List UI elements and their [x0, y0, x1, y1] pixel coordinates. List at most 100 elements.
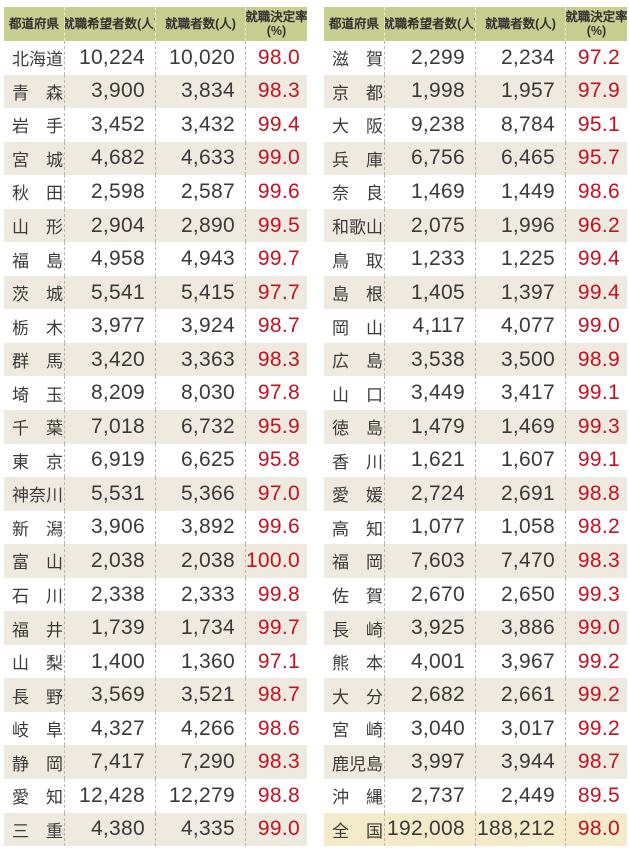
- prefecture-cell: 神奈川: [12, 486, 63, 506]
- employed-cell: 1,225: [475, 242, 565, 276]
- applicants-cell: 1,405: [384, 275, 475, 310]
- prefecture-cell: 和歌山: [332, 218, 383, 237]
- rate-cell: 99.4: [245, 108, 307, 142]
- prefecture-cell: 福 島: [12, 251, 63, 271]
- employed-cell: 12,279: [155, 779, 245, 813]
- employed-cell: 1,996: [475, 208, 565, 243]
- prefecture-cell: 徳 島: [332, 419, 383, 439]
- table-row: 栃 木 3,977 3,924 98.7: [4, 309, 307, 343]
- rate-cell: 95.9: [245, 410, 307, 444]
- table-row: 和歌山 2,075 1,996 96.2: [324, 208, 627, 243]
- employed-cell: 10,020: [155, 41, 245, 75]
- employed-cell: 4,335: [155, 812, 245, 847]
- prefecture-cell: 熊 本: [332, 654, 383, 674]
- table-row: 京 都 1,998 1,957 97.9: [324, 74, 627, 109]
- table-row: 新 潟 3,906 3,892 99.6: [4, 510, 307, 545]
- applicants-cell: 1,621: [384, 443, 475, 478]
- prefecture-cell: 山 梨: [12, 654, 63, 674]
- header-rate-line1: 就職決定率: [245, 9, 307, 24]
- employed-cell: 3,886: [475, 611, 565, 645]
- table-row: 福 井 1,739 1,734 99.7: [4, 611, 307, 645]
- header-applicants: 就職希望者数(人): [384, 7, 475, 41]
- employed-cell: 3,967: [475, 644, 565, 679]
- table-row: 石 川 2,338 2,333 99.8: [4, 577, 307, 612]
- rate-cell: 99.8: [245, 577, 307, 612]
- table-row: 茨 城 5,541 5,415 97.7: [4, 275, 307, 310]
- header-prefecture: 都道府県: [328, 16, 379, 31]
- employed-cell: 1,360: [155, 644, 245, 679]
- prefecture-cell: 全 国: [332, 821, 383, 841]
- prefecture-cell: 岡 山: [332, 318, 383, 338]
- prefecture-cell: 秋 田: [12, 184, 63, 204]
- applicants-cell: 12,428: [64, 779, 155, 813]
- employed-cell: 2,234: [475, 41, 565, 75]
- table-row: 埼 玉 8,209 8,030 97.8: [4, 376, 307, 411]
- applicants-cell: 2,075: [384, 208, 475, 243]
- employed-cell: 2,038: [155, 544, 245, 578]
- applicants-cell: 10,224: [64, 41, 155, 75]
- table-row: 長 崎 3,925 3,886 99.0: [324, 611, 627, 645]
- prefecture-cell: 北海道: [12, 50, 63, 70]
- table-row: 山 梨 1,400 1,360 97.1: [4, 644, 307, 679]
- employed-cell: 3,500: [475, 342, 565, 377]
- prefecture-cell: 宮 崎: [332, 721, 383, 741]
- applicants-cell: 1,077: [384, 510, 475, 545]
- table-row: 鳥 取 1,233 1,225 99.4: [324, 242, 627, 276]
- prefecture-cell: 沖 縄: [332, 788, 383, 808]
- employed-cell: 7,470: [475, 544, 565, 578]
- table-row: 福 島 4,958 4,943 99.7: [4, 242, 307, 276]
- applicants-cell: 4,682: [64, 141, 155, 176]
- prefecture-cell: 鹿児島: [332, 754, 383, 774]
- prefecture-cell: 栃 木: [12, 318, 63, 338]
- employed-cell: 7,290: [155, 745, 245, 780]
- employed-cell: 1,957: [475, 74, 565, 109]
- rate-cell: 99.1: [565, 443, 627, 478]
- rate-cell: 98.3: [245, 745, 307, 780]
- employed-cell: 4,943: [155, 242, 245, 276]
- applicants-cell: 2,598: [64, 175, 155, 209]
- table-row: 佐 賀 2,670 2,650 99.3: [324, 577, 627, 612]
- employed-cell: 3,892: [155, 510, 245, 545]
- applicants-cell: 3,977: [64, 309, 155, 343]
- table-row: 静 岡 7,417 7,290 98.3: [4, 745, 307, 780]
- prefecture-cell: 新 潟: [12, 519, 63, 539]
- employed-cell: 1,058: [475, 510, 565, 545]
- rate-cell: 99.6: [245, 510, 307, 545]
- rate-cell: 99.7: [245, 611, 307, 645]
- rate-cell: 98.7: [245, 309, 307, 343]
- applicants-cell: 1,233: [384, 242, 475, 276]
- header-prefecture: 都道府県: [8, 16, 59, 31]
- prefecture-cell: 群 馬: [12, 352, 63, 372]
- prefecture-cell: 東 京: [12, 452, 63, 472]
- applicants-cell: 7,417: [64, 745, 155, 780]
- applicants-cell: 3,452: [64, 108, 155, 142]
- employed-cell: 2,890: [155, 208, 245, 243]
- employed-cell: 3,834: [155, 74, 245, 109]
- rate-cell: 98.3: [245, 342, 307, 377]
- prefecture-cell: 山 形: [12, 218, 63, 237]
- employed-cell: 3,432: [155, 108, 245, 142]
- prefecture-cell: 奈 良: [332, 184, 383, 204]
- rate-cell: 95.8: [245, 443, 307, 478]
- applicants-cell: 3,997: [384, 745, 475, 780]
- table-row: 福 岡 7,603 7,470 98.3: [324, 544, 627, 578]
- prefecture-cell: 福 井: [12, 620, 63, 640]
- prefecture-cell: 富 山: [12, 553, 63, 573]
- rate-cell: 98.7: [245, 678, 307, 712]
- header-rate-line2: (%): [266, 24, 287, 38]
- employed-cell: 2,650: [475, 577, 565, 612]
- table-row: 愛 媛 2,724 2,691 98.8: [324, 477, 627, 511]
- prefecture-cell: 滋 賀: [332, 50, 383, 70]
- employed-cell: 1,449: [475, 175, 565, 209]
- table-row: 山 形 2,904 2,890 99.5: [4, 208, 307, 243]
- employed-cell: 6,732: [155, 410, 245, 444]
- applicants-cell: 3,569: [64, 678, 155, 712]
- table-row: 香 川 1,621 1,607 99.1: [324, 443, 627, 478]
- employed-cell: 2,449: [475, 779, 565, 813]
- rate-cell: 96.2: [565, 208, 627, 243]
- prefecture-cell: 高 知: [332, 519, 383, 539]
- applicants-cell: 2,904: [64, 208, 155, 243]
- table-row: 千 葉 7,018 6,732 95.9: [4, 410, 307, 444]
- table-row: 大 分 2,682 2,661 99.2: [324, 678, 627, 712]
- prefecture-cell: 京 都: [332, 83, 383, 103]
